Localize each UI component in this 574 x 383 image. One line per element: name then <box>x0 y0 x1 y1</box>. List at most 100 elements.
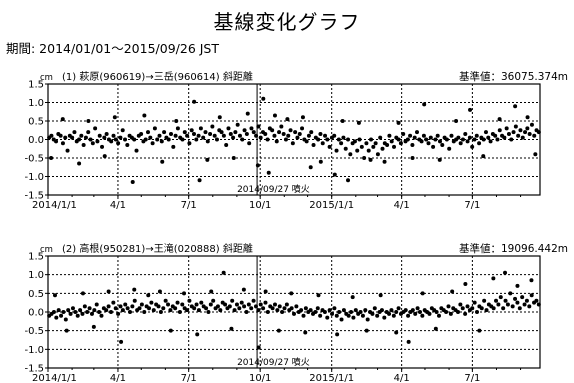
y-tick-label: -1.0 <box>24 345 44 356</box>
data-point <box>251 298 256 303</box>
data-point <box>87 306 92 311</box>
data-point <box>258 302 263 307</box>
data-point <box>86 119 91 123</box>
data-point <box>308 308 313 313</box>
data-point <box>396 306 401 311</box>
data-point <box>346 137 351 142</box>
data-point <box>293 130 298 135</box>
data-point <box>336 137 341 142</box>
data-point <box>240 137 245 142</box>
x-tick-label: 7/1 <box>181 373 197 383</box>
data-point <box>465 304 470 309</box>
data-point <box>120 308 125 313</box>
data-point <box>524 298 529 303</box>
data-point <box>332 133 337 138</box>
data-point <box>440 143 445 148</box>
data-point <box>534 298 539 303</box>
data-point <box>255 163 260 168</box>
data-point <box>379 308 384 313</box>
data-point <box>130 180 135 185</box>
data-point <box>130 304 135 309</box>
data-point <box>199 300 204 305</box>
data-point <box>463 311 468 316</box>
data-point <box>458 141 463 146</box>
data-point <box>194 137 199 142</box>
data-point <box>529 293 534 298</box>
data-point <box>454 119 459 123</box>
data-point <box>237 133 242 138</box>
data-point <box>415 306 420 311</box>
data-point <box>513 124 518 129</box>
data-point <box>247 141 252 146</box>
series-label: (1) 萩原(960619)→三岳(960614) 斜距離 <box>62 70 253 83</box>
data-point <box>150 141 155 146</box>
data-point <box>468 107 473 112</box>
data-point <box>134 148 139 153</box>
data-point <box>132 287 137 292</box>
data-point <box>467 135 472 140</box>
data-point <box>177 310 182 314</box>
data-point <box>265 137 270 142</box>
data-point <box>237 306 242 311</box>
x-tick-label: 4/1 <box>110 373 126 383</box>
data-point <box>229 326 234 331</box>
data-point <box>169 131 173 136</box>
data-point <box>79 133 84 138</box>
data-point <box>111 300 116 305</box>
data-point <box>413 311 418 316</box>
data-point <box>334 313 339 318</box>
data-point <box>159 139 164 144</box>
data-point <box>387 133 392 138</box>
data-point <box>428 135 433 140</box>
data-point <box>536 302 541 307</box>
data-point <box>155 137 160 142</box>
data-point <box>242 304 247 309</box>
data-point <box>171 144 176 149</box>
data-point <box>532 133 537 138</box>
y-tick-label: 0.0 <box>28 308 44 319</box>
data-point <box>533 152 538 157</box>
data-point <box>54 315 59 320</box>
data-point <box>510 304 515 309</box>
data-point <box>104 131 109 136</box>
data-point <box>182 130 187 135</box>
data-point <box>375 152 380 157</box>
data-point <box>339 317 344 322</box>
event-label: 2014/09/27 噴火 <box>237 356 310 368</box>
y-tick-label: 1.0 <box>28 98 44 109</box>
unit-label: cm <box>40 73 53 83</box>
data-point <box>156 304 161 309</box>
data-point <box>258 135 263 140</box>
data-point <box>166 137 171 142</box>
data-point <box>356 120 361 125</box>
data-point <box>289 306 294 311</box>
data-point <box>49 133 54 138</box>
data-point <box>217 115 222 120</box>
data-point <box>173 306 178 311</box>
data-point <box>523 130 528 135</box>
data-point <box>380 146 385 151</box>
data-point <box>382 159 387 164</box>
data-point <box>300 126 305 131</box>
data-point <box>340 119 345 123</box>
data-point <box>281 131 286 136</box>
data-point <box>334 148 339 153</box>
data-point <box>364 141 369 146</box>
data-point <box>147 306 152 311</box>
data-point <box>59 313 64 318</box>
data-point <box>277 304 282 309</box>
data-point <box>410 143 415 148</box>
data-point <box>263 289 268 294</box>
data-point <box>325 137 330 142</box>
data-point <box>52 293 57 298</box>
data-point <box>279 124 284 129</box>
data-point <box>70 306 75 311</box>
data-point <box>158 310 163 314</box>
data-point <box>460 137 465 142</box>
event-label: 2014/09/27 噴火 <box>237 183 310 195</box>
data-point <box>253 304 258 309</box>
data-point <box>251 130 256 135</box>
data-point <box>256 124 261 129</box>
data-point <box>60 117 65 122</box>
data-point <box>360 313 365 318</box>
